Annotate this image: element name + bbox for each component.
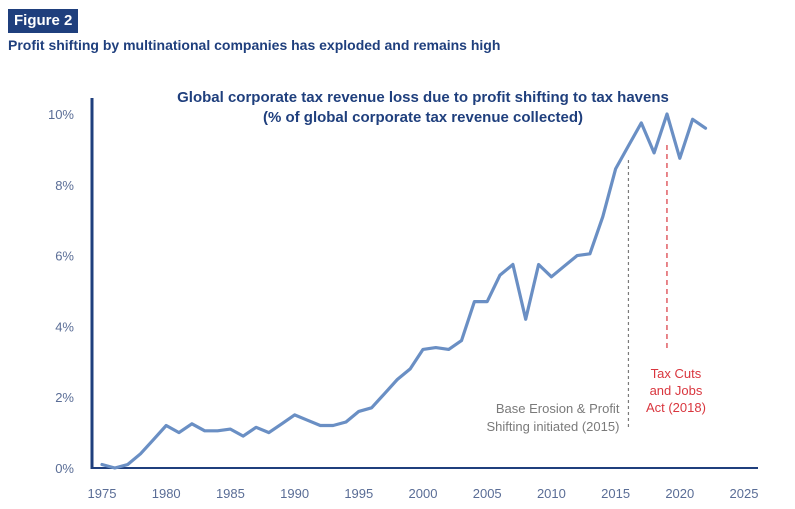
chart-title: Global corporate tax revenue loss due to… [177,89,669,106]
tcja-annotation-label: and Jobs [650,383,703,398]
y-tick-label: 2% [55,390,74,405]
x-tick-label: 1985 [216,486,245,501]
x-tick-label: 2000 [409,486,438,501]
beps-annotation-label: Base Erosion & Profit [496,401,620,416]
x-tick-label: 2025 [730,486,759,501]
x-tick-label: 2005 [473,486,502,501]
chart-subtitle: (% of global corporate tax revenue colle… [263,109,583,126]
x-tick-label: 1995 [344,486,373,501]
x-tick-label: 2010 [537,486,566,501]
y-tick-label: 6% [55,249,74,264]
beps-annotation-label: Shifting initiated (2015) [486,419,619,434]
figure-subtitle: Profit shifting by multinational compani… [8,37,501,53]
x-tick-label: 1975 [88,486,117,501]
x-tick-labels: 1975 1980 1985 1990 1995 2000 2005 2010 2015 2020… [88,486,759,501]
tcja-annotation-label: Tax Cuts [651,366,702,381]
x-tick-label: 1990 [280,486,309,501]
tcja-annotation-label: Act (2018) [646,400,706,415]
annotations: Base Erosion & Profit Shifting initiated … [486,145,706,434]
y-tick-label: 10% [48,107,74,122]
y-tick-label: 0% [55,461,74,476]
y-tick-labels: 0% 2% 4% 6% 8% 10% [48,107,74,476]
y-tick-label: 8% [55,178,74,193]
series-line [100,112,708,470]
x-tick-label: 1980 [152,486,181,501]
x-tick-label: 2015 [601,486,630,501]
x-tick-label: 2020 [665,486,694,501]
figure-badge: Figure 2 [8,9,79,33]
series-group [100,112,708,470]
y-tick-label: 4% [55,319,74,334]
axes [90,98,758,469]
